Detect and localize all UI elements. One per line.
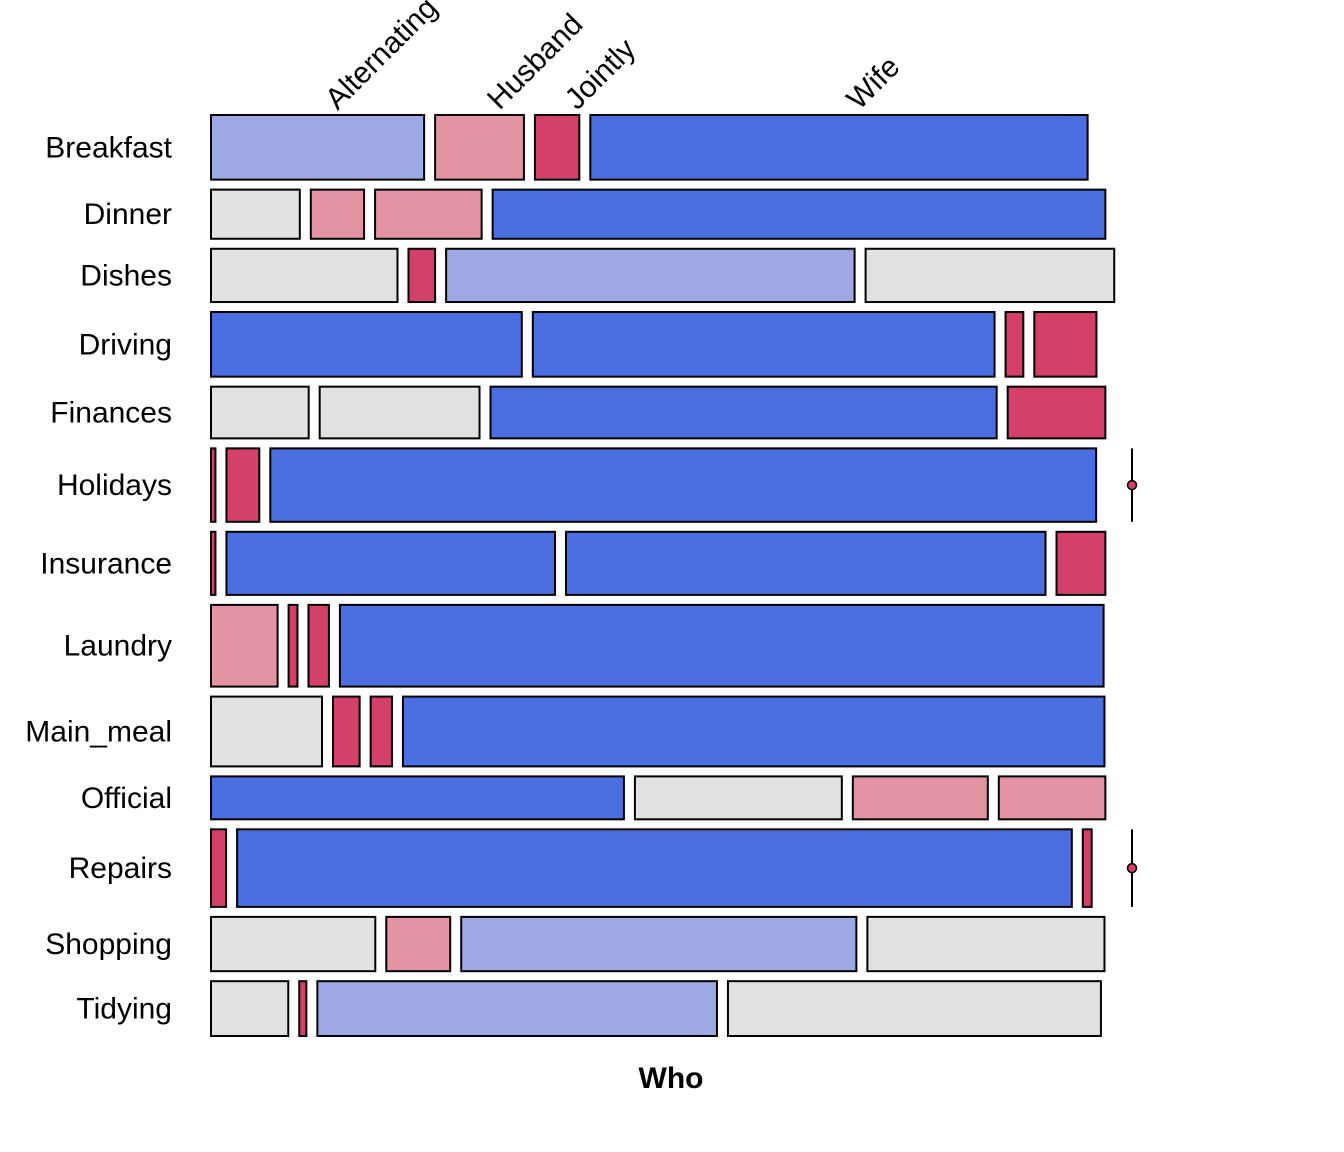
- tile-finances-wife: [1006, 385, 1107, 440]
- row-official: [210, 775, 1107, 821]
- tile-official-husband: [633, 775, 843, 821]
- row-label-dishes: Dishes: [80, 259, 172, 292]
- tile-laundry-husband: [287, 603, 299, 688]
- row-driving: [210, 311, 1098, 378]
- row-label-holidays: Holidays: [57, 469, 172, 502]
- tile-official-wife: [997, 775, 1107, 821]
- tile-tidying-jointly: [316, 980, 718, 1038]
- row-repairs: [210, 828, 1138, 908]
- column-label-wife: Wife: [841, 50, 907, 116]
- tile-laundry-jointly: [307, 603, 330, 688]
- row-labels: Breakfast Dinner Dishes Driving Finances Holi…: [25, 131, 172, 1025]
- row-insurance: [210, 530, 1107, 596]
- row-label-laundry: Laundry: [64, 630, 172, 663]
- tile-tidying-husband: [298, 980, 308, 1038]
- row-finances: [210, 385, 1107, 440]
- tile-shopping-jointly: [460, 915, 858, 973]
- tile-dinner-jointly: [374, 188, 483, 240]
- tile-repairs-alternating: [210, 828, 228, 908]
- row-label-insurance: Insurance: [40, 547, 172, 580]
- row-label-driving: Driving: [79, 328, 172, 361]
- tile-insurance-alternating: [210, 530, 217, 596]
- tile-dinner-alternating: [210, 188, 301, 240]
- tile-insurance-wife: [1055, 530, 1107, 596]
- row-label-tidying: Tidying: [76, 993, 172, 1026]
- column-label-alternating: Alternating: [319, 0, 444, 116]
- empty-cell-marker: [1126, 862, 1138, 874]
- tile-breakfast-wife: [589, 114, 1089, 181]
- tile-driving-alternating: [210, 311, 523, 378]
- tile-driving-jointly: [1004, 311, 1025, 378]
- tile-finances-jointly: [489, 385, 998, 440]
- tile-finances-husband: [318, 385, 481, 440]
- tile-repairs-jointly: [1081, 828, 1093, 908]
- tile-driving-husband: [531, 311, 996, 378]
- tile-dishes-wife: [864, 247, 1116, 304]
- row-tidying: [210, 980, 1102, 1038]
- tile-breakfast-husband: [434, 114, 525, 181]
- mosaic-tiles: [210, 114, 1138, 1038]
- tile-dishes-husband: [407, 247, 437, 304]
- tile-dishes-jointly: [445, 247, 856, 304]
- tile-shopping-wife: [866, 915, 1106, 973]
- empty-cell-marker: [1126, 479, 1138, 491]
- x-axis-title: Who: [639, 1062, 704, 1095]
- row-label-finances: Finances: [50, 397, 172, 430]
- tile-main_meal-alternating: [210, 695, 323, 768]
- tile-official-jointly: [851, 775, 989, 821]
- row-dishes: [210, 247, 1116, 304]
- row-label-main_meal: Main_meal: [25, 715, 172, 748]
- row-label-repairs: Repairs: [69, 852, 172, 885]
- tile-tidying-wife: [726, 980, 1102, 1038]
- row-shopping: [210, 915, 1106, 973]
- tile-shopping-alternating: [210, 915, 377, 973]
- row-label-breakfast: Breakfast: [45, 131, 172, 164]
- tile-main_meal-wife: [401, 695, 1106, 768]
- tile-breakfast-jointly: [533, 114, 581, 181]
- tile-finances-alternating: [210, 385, 310, 440]
- row-laundry: [210, 603, 1105, 688]
- tile-insurance-husband: [225, 530, 556, 596]
- tile-breakfast-alternating: [210, 114, 426, 181]
- tile-holidays-husband: [225, 447, 261, 523]
- tile-driving-wife: [1033, 311, 1098, 378]
- row-dinner: [210, 188, 1107, 240]
- tile-official-alternating: [210, 775, 625, 821]
- tile-laundry-alternating: [210, 603, 279, 688]
- row-holidays: [210, 447, 1138, 523]
- row-label-shopping: Shopping: [45, 928, 172, 961]
- tile-repairs-husband: [236, 828, 1073, 908]
- tile-laundry-wife: [338, 603, 1105, 688]
- tile-main_meal-husband: [332, 695, 361, 768]
- tile-dishes-alternating: [210, 247, 399, 304]
- row-breakfast: [210, 114, 1089, 181]
- tile-tidying-alternating: [210, 980, 290, 1038]
- tile-insurance-jointly: [565, 530, 1047, 596]
- row-main_meal: [210, 695, 1106, 768]
- tile-main_meal-jointly: [369, 695, 393, 768]
- row-label-dinner: Dinner: [84, 198, 172, 231]
- tile-holidays-jointly: [269, 447, 1098, 523]
- tile-dinner-wife: [491, 188, 1107, 240]
- tile-holidays-alternating: [210, 447, 217, 523]
- tile-dinner-husband: [309, 188, 366, 240]
- row-label-official: Official: [81, 782, 172, 815]
- tile-shopping-husband: [385, 915, 452, 973]
